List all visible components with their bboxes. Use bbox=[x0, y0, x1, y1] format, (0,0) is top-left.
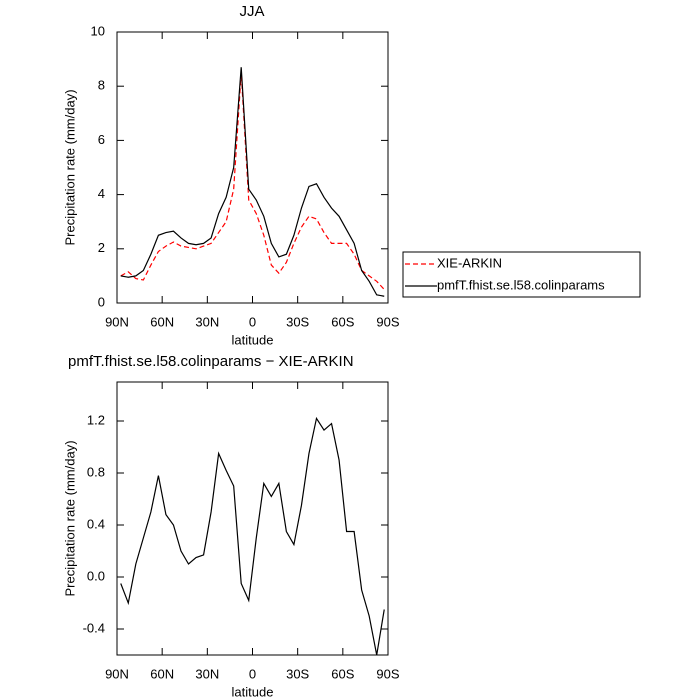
y-tick-label: 10 bbox=[91, 23, 105, 38]
plot-frame bbox=[116, 381, 389, 656]
x-tick-label: 60S bbox=[331, 666, 354, 681]
y-tick-label: 0.8 bbox=[87, 464, 105, 479]
x-tick-label: 60S bbox=[331, 314, 354, 329]
y-tick-label: 0 bbox=[98, 294, 105, 309]
data-line bbox=[120, 72, 385, 290]
x-tick-label: 30S bbox=[286, 666, 309, 681]
x-tick-label: 0 bbox=[249, 666, 256, 681]
x-tick-label: 90S bbox=[376, 666, 399, 681]
y-tick-label: 1.2 bbox=[87, 412, 105, 427]
data-line bbox=[120, 67, 385, 297]
x-tick-label: 30S bbox=[286, 314, 309, 329]
legend-label: XIE-ARKIN bbox=[437, 255, 502, 270]
y-tick-label: 6 bbox=[98, 132, 105, 147]
plot-frame bbox=[116, 31, 389, 304]
y-axis-label: Precipitation rate (mm/day) bbox=[62, 89, 77, 245]
x-tick-label: 30N bbox=[195, 314, 219, 329]
y-tick-label: 0.4 bbox=[87, 516, 105, 531]
chart-title: JJA bbox=[239, 3, 264, 20]
y-axis-label: Precipitation rate (mm/day) bbox=[62, 440, 77, 596]
y-tick-label: 0.0 bbox=[87, 568, 105, 583]
chart-title: pmfT.fhist.se.l58.colinparams − XIE-ARKI… bbox=[68, 353, 354, 370]
x-tick-label: 90N bbox=[105, 666, 129, 681]
y-tick-label: 8 bbox=[98, 78, 105, 93]
x-tick-label: 90S bbox=[376, 314, 399, 329]
x-tick-label: 30N bbox=[195, 666, 219, 681]
x-tick-label: 0 bbox=[249, 314, 256, 329]
x-tick-label: 90N bbox=[105, 314, 129, 329]
x-axis-label: latitude bbox=[232, 332, 274, 347]
data-line bbox=[120, 416, 385, 656]
x-axis-label: latitude bbox=[232, 684, 274, 699]
legend-box bbox=[402, 251, 641, 298]
y-tick-label: -0.4 bbox=[83, 620, 105, 635]
y-tick-label: 4 bbox=[98, 186, 105, 201]
y-tick-label: 2 bbox=[98, 240, 105, 255]
x-tick-label: 60N bbox=[150, 314, 174, 329]
x-tick-label: 60N bbox=[150, 666, 174, 681]
legend-label: pmfT.fhist.se.l58.colinparams bbox=[437, 277, 605, 292]
